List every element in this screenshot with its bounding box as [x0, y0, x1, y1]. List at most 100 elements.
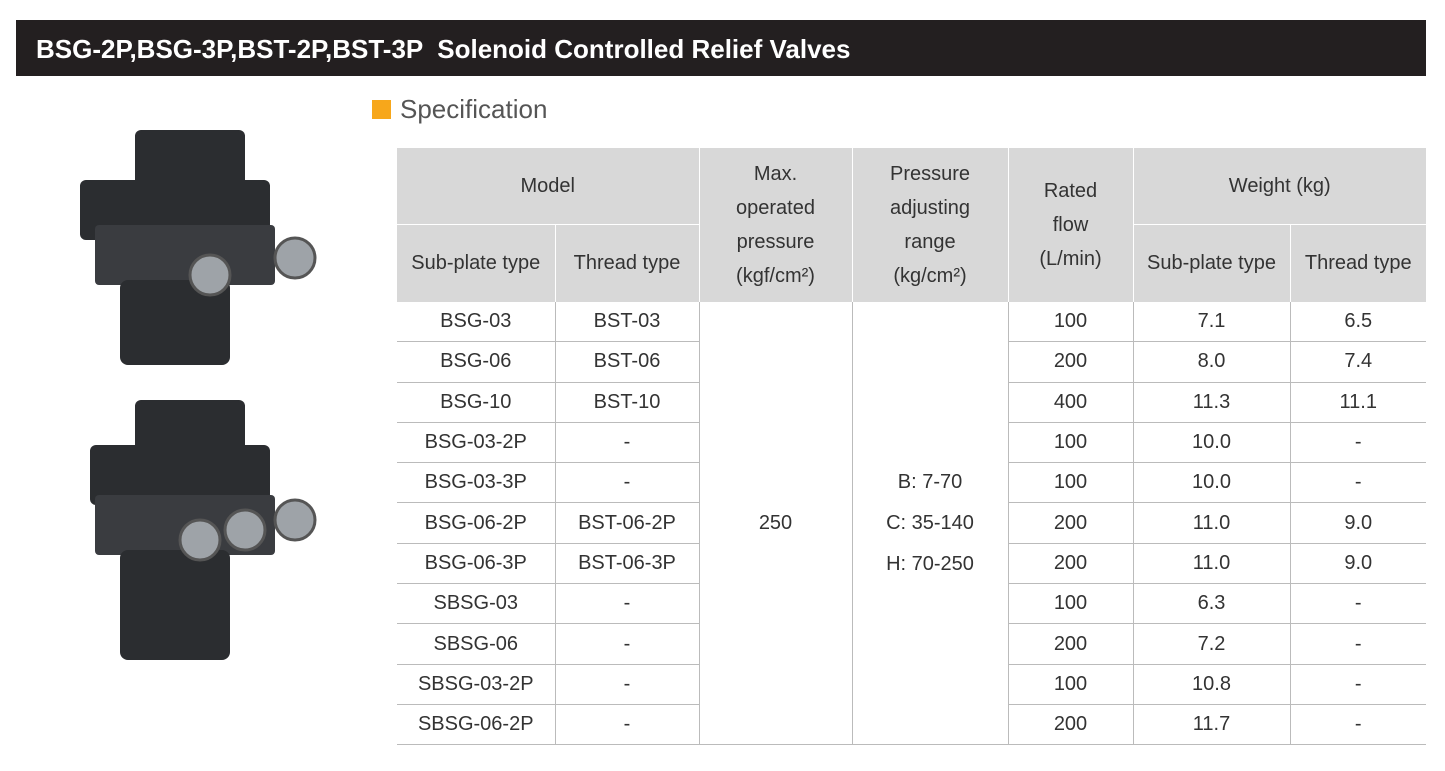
header-cell: Thread type: [554, 223, 699, 302]
data-row: BSG-03 BST-03 250 B: 7-70 C: 35-140 H: 70-250…: [397, 302, 1426, 746]
model-thread: BST-03: [554, 302, 699, 343]
model-thread: BST-06-3P: [554, 543, 699, 585]
section-heading: Specification: [372, 94, 547, 125]
title-bar: BSG-2P,BSG-3P,BST-2P,BST-3P Solenoid Con…: [16, 20, 1426, 76]
model-sub-plate: SBSG-03: [397, 583, 555, 625]
model-thread: -: [554, 462, 699, 504]
rated-flow: 100: [1007, 583, 1133, 625]
data-row: BSG-06-2P BST-06-2P 200 11.0 9.0: [397, 502, 1426, 544]
model-sub-plate: BSG-10: [397, 382, 555, 423]
data-row: BSG-10 BST-10 400 11.3 11.1: [397, 382, 1426, 423]
section-bullet: [372, 100, 391, 119]
rated-flow: 200: [1007, 623, 1133, 665]
model-sub-plate: BSG-03-2P: [397, 422, 555, 464]
model-thread: BST-06: [554, 341, 699, 383]
data-row: SBSG-06-2P -200 11.7-: [397, 704, 1426, 746]
header-cell: Model: [397, 148, 699, 224]
data-row: SBSG-03-2P -100 10.8-: [397, 664, 1426, 705]
pressure-range-line: B: 7-70: [897, 470, 963, 493]
pressure-range-line: C: 35-140: [886, 511, 974, 534]
header-cell-line: Rated: [1043, 180, 1098, 202]
rated-flow: 100: [1007, 302, 1133, 343]
header-cell: Weight (kg): [1132, 148, 1426, 224]
header-cell: Sub-plate type: [397, 223, 555, 302]
model-sub-plate: BSG-06-2P: [397, 502, 555, 544]
weight-thread: -: [1289, 462, 1426, 504]
header-row: Sub-plate type Thread type Sub-plate type T…: [397, 223, 1426, 302]
header-cell-line: adjusting: [889, 197, 971, 219]
weight-sub-plate: 11.0: [1132, 502, 1290, 544]
data-row: SBSG-06-200 7.2-: [397, 623, 1426, 665]
model-thread: -: [554, 583, 699, 625]
rated-flow: 100: [1007, 664, 1133, 705]
model-sub-plate: BSG-06: [397, 341, 555, 383]
weight-sub-plate: 7.1: [1132, 302, 1290, 343]
weight-sub-plate: 11.3: [1132, 382, 1290, 423]
rated-flow: 200: [1007, 341, 1133, 383]
header-cell: Rated flow (L/min): [1007, 148, 1133, 302]
rated-flow: 400: [1007, 382, 1133, 423]
header-cell-line: pressure: [736, 231, 815, 253]
rated-flow: 100: [1007, 462, 1133, 504]
rated-flow: 200: [1007, 704, 1133, 746]
weight-sub-plate: 11.7: [1132, 704, 1290, 746]
data-row: BSG-03-3P -100 10.0-: [397, 462, 1426, 504]
model-sub-plate: SBSG-06-2P: [397, 704, 555, 746]
model-sub-plate: BSG-03-3P: [397, 462, 555, 504]
weight-sub-plate: 10.0: [1132, 422, 1290, 464]
data-row: BSG-06-3P BST-06-3P 200 11.0 9.0: [397, 543, 1426, 585]
data-row: BSG-03-2P -100 10.0-: [397, 422, 1426, 464]
weight-thread: 6.5: [1289, 302, 1426, 343]
weight-sub-plate: 11.0: [1132, 543, 1290, 585]
data-row: SBSG-03-100 6.3-: [397, 583, 1426, 625]
model-sub-plate: BSG-03: [397, 302, 555, 343]
weight-sub-plate: 8.0: [1132, 341, 1290, 383]
weight-sub-plate: 10.0: [1132, 462, 1290, 504]
rated-flow: 100: [1007, 422, 1133, 464]
weight-sub-plate: 7.2: [1132, 623, 1290, 665]
weight-sub-plate: 10.8: [1132, 664, 1290, 705]
model-thread: -: [554, 664, 699, 705]
weight-thread: 11.1: [1289, 382, 1426, 423]
header-cell: Sub-plate type: [1132, 223, 1290, 302]
spec-table: Model Max. operated pressure (kgf/cm²) Pressu…: [397, 148, 1426, 746]
rated-flow: 200: [1007, 502, 1133, 544]
header-cell: Pressure adjusting range (kg/cm²): [851, 148, 1008, 302]
header-cell-line: (L/min): [1039, 248, 1102, 270]
header-cell-line: operated: [736, 197, 815, 219]
weight-thread: -: [1289, 704, 1426, 746]
pressure-range-line: H: 70-250: [886, 552, 974, 575]
model-thread: -: [554, 623, 699, 665]
header-cell-line: range: [904, 231, 956, 253]
model-sub-plate: SBSG-03-2P: [397, 664, 555, 705]
data-row: BSG-06 BST-06 200 8.0 7.4: [397, 341, 1426, 383]
weight-thread: 7.4: [1289, 341, 1426, 383]
product-photos: [80, 130, 317, 660]
max-pressure: 250: [698, 302, 852, 746]
section-title: Specification: [400, 94, 548, 124]
weight-thread: -: [1289, 583, 1426, 625]
weight-thread: -: [1289, 623, 1426, 665]
model-thread: -: [554, 422, 699, 464]
weight-thread: 9.0: [1289, 543, 1426, 585]
header-cell-line: (kgf/cm²): [736, 265, 815, 287]
weight-thread: 9.0: [1289, 502, 1426, 544]
model-thread: BST-06-2P: [554, 502, 699, 544]
header-cell-line: (kg/cm²): [893, 265, 967, 287]
pressure-range: B: 7-70 C: 35-140 H: 70-250: [851, 302, 1008, 746]
header-cell-line: Max.: [753, 163, 798, 185]
rated-flow: 200: [1007, 543, 1133, 585]
weight-thread: -: [1289, 664, 1426, 705]
model-thread: -: [554, 704, 699, 746]
header-cell-line: flow: [1052, 214, 1089, 236]
header-cell: Max. operated pressure (kgf/cm²): [698, 148, 852, 302]
header-cell: Thread type: [1289, 223, 1426, 302]
header-row: Model Max. operated pressure (kgf/cm²) Pressu…: [397, 148, 1426, 302]
weight-sub-plate: 6.3: [1132, 583, 1290, 625]
model-sub-plate: SBSG-06: [397, 623, 555, 665]
model-thread: BST-10: [554, 382, 699, 423]
model-sub-plate: BSG-06-3P: [397, 543, 555, 585]
header-cell-line: Pressure: [889, 163, 971, 185]
weight-thread: -: [1289, 422, 1426, 464]
